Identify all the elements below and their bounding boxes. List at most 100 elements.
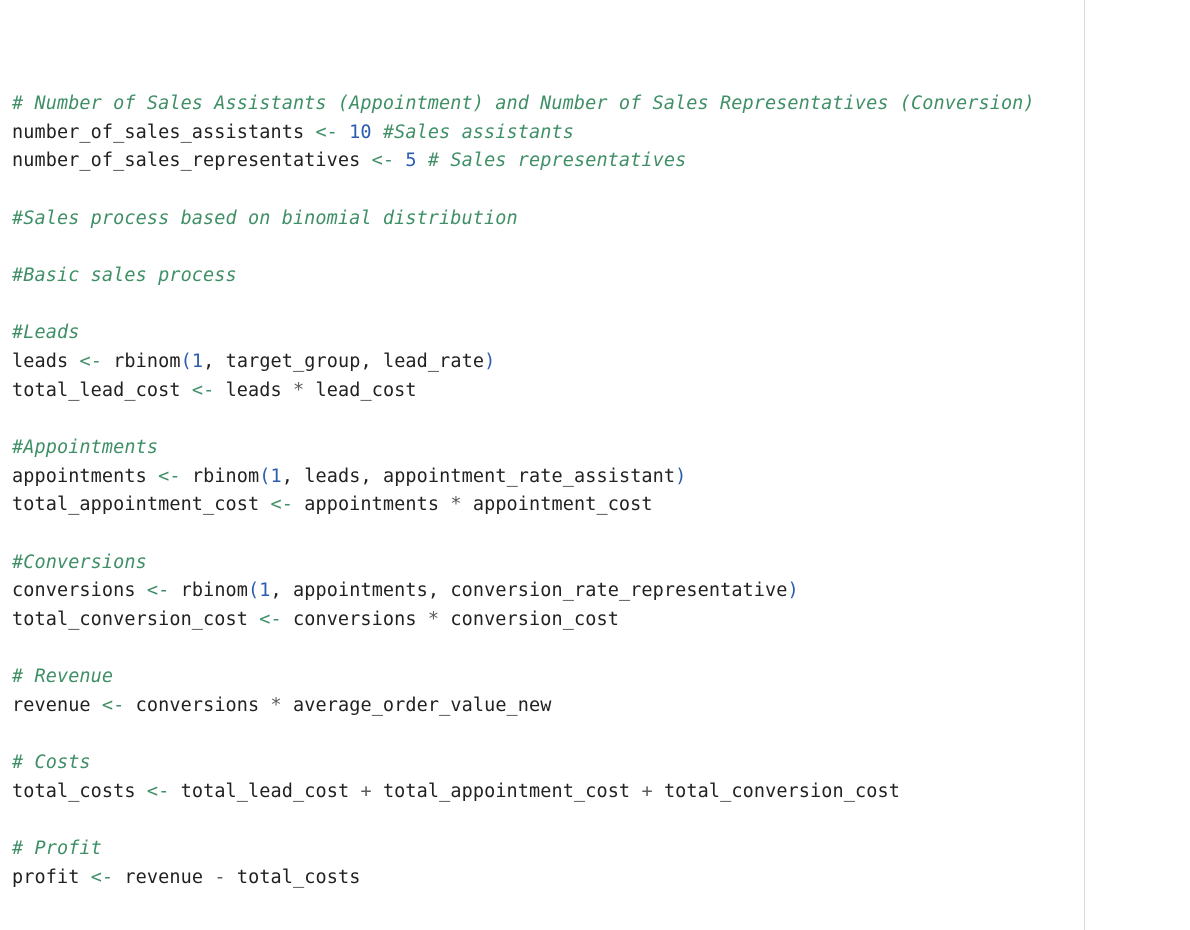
identifier: average_order_value_new xyxy=(293,695,551,716)
identifier: conversions xyxy=(136,695,260,716)
comment: # Sales representatives xyxy=(428,150,686,171)
identifier: revenue xyxy=(124,867,203,888)
code-line xyxy=(12,291,1178,320)
code-line: total_conversion_cost <- conversions * c… xyxy=(12,606,1178,635)
operator: - xyxy=(214,867,225,888)
identifier: total_appointment_cost xyxy=(383,781,630,802)
paren-open: ( xyxy=(181,351,192,372)
identifier: number_of_sales_assistants xyxy=(12,122,304,143)
code-line: #Sales process based on binomial distrib… xyxy=(12,205,1178,234)
identifier: appointments xyxy=(293,580,428,601)
code-line xyxy=(12,233,1178,262)
identifier: leads xyxy=(304,466,360,487)
comment: #Sales assistants xyxy=(383,122,574,143)
paren-close: ) xyxy=(788,580,799,601)
comment: #Conversions xyxy=(12,552,147,573)
number-literal: 1 xyxy=(259,580,270,601)
identifier: revenue xyxy=(12,695,91,716)
number-literal: 10 xyxy=(349,122,371,143)
identifier: appointments xyxy=(304,494,439,515)
code-line: total_appointment_cost <- appointments *… xyxy=(12,491,1178,520)
code-line: conversions <- rbinom(1, appointments, c… xyxy=(12,577,1178,606)
paren-close: ) xyxy=(484,351,495,372)
assign-arrow: <- xyxy=(79,351,101,372)
function-name: rbinom xyxy=(181,580,248,601)
code-line: #Appointments xyxy=(12,434,1178,463)
assign-arrow: <- xyxy=(259,609,281,630)
operator: + xyxy=(360,781,371,802)
code-line: # Number of Sales Assistants (Appointmen… xyxy=(12,90,1178,119)
identifier: number_of_sales_representatives xyxy=(12,150,360,171)
identifier: total_lead_cost xyxy=(181,781,350,802)
code-line: #Leads xyxy=(12,319,1178,348)
assign-arrow: <- xyxy=(315,122,337,143)
code-line xyxy=(12,405,1178,434)
identifier: appointment_cost xyxy=(473,494,653,515)
code-line: number_of_sales_representatives <- 5 # S… xyxy=(12,147,1178,176)
number-literal: 1 xyxy=(192,351,203,372)
code-line: #Conversions xyxy=(12,549,1178,578)
comment: # Number of Sales Assistants (Appointmen… xyxy=(12,93,1035,114)
paren-open: ( xyxy=(248,580,259,601)
comment: #Appointments xyxy=(12,437,158,458)
comment: # Profit xyxy=(12,838,102,859)
code-line: appointments <- rbinom(1, leads, appoint… xyxy=(12,463,1178,492)
identifier: target_group xyxy=(226,351,361,372)
number-literal: 5 xyxy=(405,150,416,171)
identifier: total_lead_cost xyxy=(12,380,181,401)
comment: # Revenue xyxy=(12,666,113,687)
code-line: # Revenue xyxy=(12,663,1178,692)
identifier: conversions xyxy=(293,609,417,630)
identifier: lead_cost xyxy=(316,380,417,401)
assign-arrow: <- xyxy=(91,867,113,888)
assign-arrow: <- xyxy=(372,150,394,171)
number-literal: 1 xyxy=(271,466,282,487)
code-content: # Number of Sales Assistants (Appointmen… xyxy=(12,90,1178,893)
identifier: total_costs xyxy=(237,867,361,888)
code-editor[interactable]: # Number of Sales Assistants (Appointmen… xyxy=(0,0,1190,930)
code-line xyxy=(12,520,1178,549)
code-line: # Costs xyxy=(12,749,1178,778)
identifier: conversions xyxy=(12,580,136,601)
code-line: # Profit xyxy=(12,835,1178,864)
identifier: profit xyxy=(12,867,79,888)
comment: #Sales process based on binomial distrib… xyxy=(12,208,518,229)
code-line: total_lead_cost <- leads * lead_cost xyxy=(12,377,1178,406)
code-line: leads <- rbinom(1, target_group, lead_ra… xyxy=(12,348,1178,377)
identifier: total_conversion_cost xyxy=(664,781,900,802)
code-line: total_costs <- total_lead_cost + total_a… xyxy=(12,778,1178,807)
identifier: appointments xyxy=(12,466,147,487)
identifier: leads xyxy=(226,380,282,401)
assign-arrow: <- xyxy=(158,466,180,487)
assign-arrow: <- xyxy=(271,494,293,515)
function-name: rbinom xyxy=(113,351,180,372)
code-line xyxy=(12,721,1178,750)
identifier: appointment_rate_assistant xyxy=(383,466,675,487)
code-line: #Basic sales process xyxy=(12,262,1178,291)
identifier: total_costs xyxy=(12,781,136,802)
paren-close: ) xyxy=(675,466,686,487)
operator: + xyxy=(641,781,652,802)
identifier: total_conversion_cost xyxy=(12,609,248,630)
right-gutter-line xyxy=(1084,0,1085,930)
function-name: rbinom xyxy=(192,466,259,487)
identifier: total_appointment_cost xyxy=(12,494,259,515)
code-line: profit <- revenue - total_costs xyxy=(12,864,1178,893)
assign-arrow: <- xyxy=(147,781,169,802)
comment: #Leads xyxy=(12,322,79,343)
identifier: lead_rate xyxy=(383,351,484,372)
identifier: conversion_rate_representative xyxy=(450,580,787,601)
assign-arrow: <- xyxy=(102,695,124,716)
comment: # Costs xyxy=(12,752,91,773)
operator: * xyxy=(271,695,282,716)
paren-open: ( xyxy=(259,466,270,487)
identifier: leads xyxy=(12,351,68,372)
code-line xyxy=(12,635,1178,664)
operator: * xyxy=(428,609,439,630)
operator: * xyxy=(293,380,304,401)
code-line xyxy=(12,176,1178,205)
comment: #Basic sales process xyxy=(12,265,237,286)
assign-arrow: <- xyxy=(147,580,169,601)
code-line xyxy=(12,807,1178,836)
assign-arrow: <- xyxy=(192,380,214,401)
